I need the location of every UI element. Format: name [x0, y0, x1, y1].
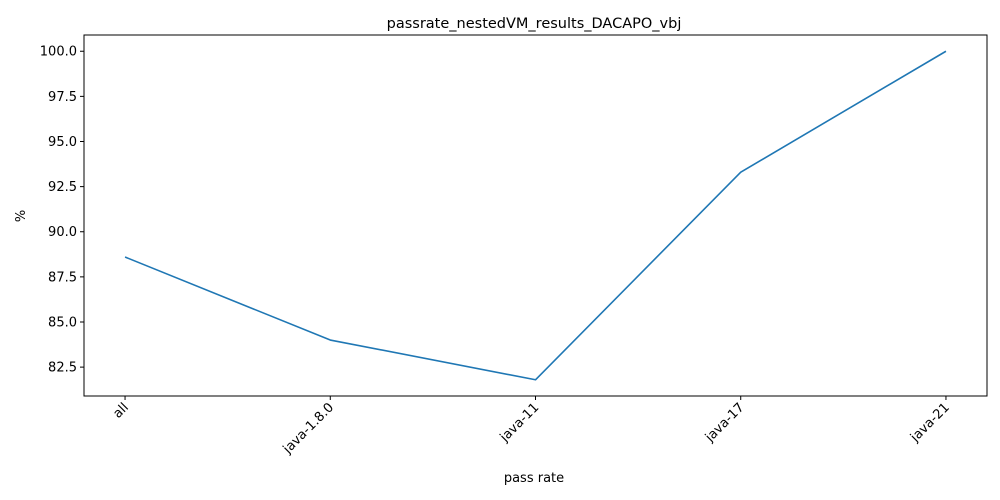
y-tick-label: 100.0: [40, 45, 77, 60]
y-tick-label: 87.5: [48, 270, 77, 285]
chart-title: passrate_nestedVM_results_DACAPO_vbj: [387, 16, 682, 32]
y-tick-label: 92.5: [48, 180, 77, 195]
y-tick-label: 90.0: [48, 225, 77, 240]
x-tick-label: java-1.8.0: [280, 400, 337, 457]
x-axis-label: pass rate: [504, 471, 564, 486]
x-tick-label: java-17: [702, 400, 748, 446]
series-group: [124, 50, 947, 381]
x-tick-label: java-21: [907, 400, 953, 446]
y-tick-label: 97.5: [48, 90, 77, 105]
series-line: [124, 50, 947, 381]
plot-area: 82.5 85.0 87.5 90.0 92.5 95.0 97.5 100.0 all jav…: [40, 34, 988, 458]
y-tick-label: 95.0: [48, 135, 77, 150]
y-axis-label: %: [14, 210, 29, 222]
x-tick-label: java-11: [497, 400, 543, 446]
x-axis-ticks: all java-1.8.0 java-11 java-17 java-21: [111, 396, 953, 458]
x-tick-label: all: [111, 400, 132, 421]
y-tick-label: 82.5: [48, 361, 77, 376]
y-axis-ticks: 82.5 85.0 87.5 90.0 92.5 95.0 97.5 100.0: [40, 45, 84, 376]
plot-frame: [83, 34, 988, 397]
y-tick-label: 85.0: [48, 315, 77, 330]
